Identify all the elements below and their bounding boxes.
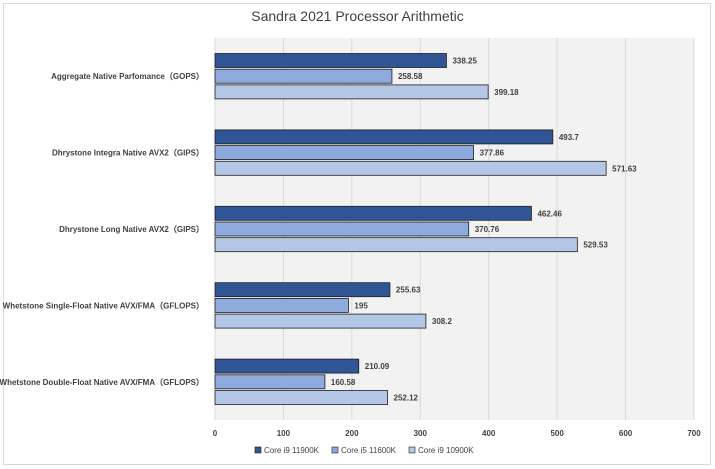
bar xyxy=(214,374,326,390)
bar xyxy=(214,221,470,237)
category-label: Dhrystone Integra Native AVX2（GIPS） xyxy=(52,148,204,158)
bar xyxy=(214,313,427,329)
legend-label: Core i5 11600K xyxy=(341,446,397,455)
legend-swatch xyxy=(331,446,339,454)
x-tick-label: 300 xyxy=(414,429,428,438)
legend-swatch xyxy=(408,446,416,454)
x-tick-label: 200 xyxy=(345,429,359,438)
bar xyxy=(214,84,489,100)
bar xyxy=(214,282,391,298)
x-tick-label: 600 xyxy=(619,429,633,438)
category-label: Whetstone Double-Float Native AVX/FMA（GF… xyxy=(0,377,204,387)
data-label: 462.46 xyxy=(537,209,562,218)
bar xyxy=(214,237,578,253)
category-label: Aggregate Native Parfomance（GOPS） xyxy=(51,71,204,81)
x-tick-label: 500 xyxy=(550,429,564,438)
category-label: Whetstone Single-Float Native AVX/FMA（GF… xyxy=(3,300,204,310)
data-label: 493.7 xyxy=(559,133,580,142)
legend-label: Core i9 11900K xyxy=(264,446,320,455)
x-tick-label: 0 xyxy=(213,429,218,438)
data-label: 255.63 xyxy=(396,286,421,295)
bar xyxy=(214,145,474,161)
data-label: 210.09 xyxy=(365,362,390,371)
data-label: 529.53 xyxy=(583,241,608,250)
data-label: 252.12 xyxy=(394,394,419,403)
data-label: 399.18 xyxy=(494,88,519,97)
legend-swatch xyxy=(254,446,262,454)
data-label: 160.58 xyxy=(331,378,356,387)
data-label: 195 xyxy=(354,301,368,310)
bar xyxy=(214,129,554,145)
data-label: 308.2 xyxy=(432,317,453,326)
data-label: 258.58 xyxy=(398,72,423,81)
category-label: Dhrystone Long Native AVX2（GIPS） xyxy=(59,224,204,234)
bar xyxy=(214,160,607,176)
data-label: 571.63 xyxy=(612,164,637,173)
bar xyxy=(214,390,388,405)
bar xyxy=(214,68,393,84)
data-label: 370.76 xyxy=(475,225,500,234)
bar xyxy=(214,53,447,68)
data-label: 377.86 xyxy=(480,149,505,158)
x-tick-label: 400 xyxy=(482,429,496,438)
bar xyxy=(214,297,349,313)
data-label: 338.25 xyxy=(452,57,477,66)
legend-label: Core i9 10900K xyxy=(418,446,474,455)
x-tick-label: 100 xyxy=(277,429,291,438)
bar xyxy=(214,358,360,374)
x-tick-label: 700 xyxy=(687,429,701,438)
bar xyxy=(214,205,532,221)
chart-title: Sandra 2021 Processor Arithmetic xyxy=(251,8,464,24)
